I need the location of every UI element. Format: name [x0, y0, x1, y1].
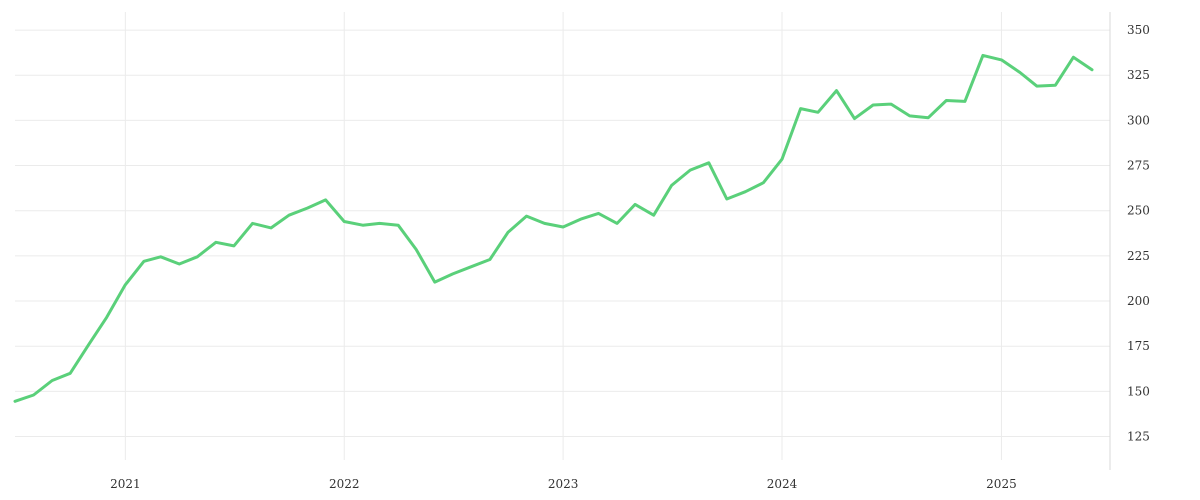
y-tick-label: 350: [1127, 23, 1150, 37]
y-tick-label: 300: [1127, 113, 1150, 127]
x-tick-label: 2022: [329, 477, 360, 491]
y-tick-label: 325: [1127, 68, 1150, 82]
series-layer: [13, 53, 1094, 403]
x-tick-label: 2024: [767, 477, 798, 491]
series-line: [13, 53, 1094, 403]
x-tick-label: 2021: [110, 477, 141, 491]
y-tick-label: 225: [1127, 249, 1150, 263]
y-tick-label: 175: [1127, 339, 1150, 353]
y-tick-label: 150: [1127, 384, 1150, 398]
y-tick-label: 250: [1127, 204, 1150, 218]
y-tick-label: 275: [1127, 159, 1150, 173]
x-tick-label: 2023: [548, 477, 579, 491]
x-axis-ticks: 2021 2022 2023 2024 2025: [110, 477, 1017, 491]
horizontal-gridlines: [15, 29, 1110, 438]
x-tick-label: 2025: [986, 477, 1017, 491]
y-tick-label: 125: [1127, 430, 1150, 444]
y-tick-label: 200: [1127, 294, 1150, 308]
vertical-gridlines: [124, 12, 1002, 460]
y-axis-ticks: 125 150 175 200 225 250 275 300 325 350: [1127, 23, 1150, 443]
